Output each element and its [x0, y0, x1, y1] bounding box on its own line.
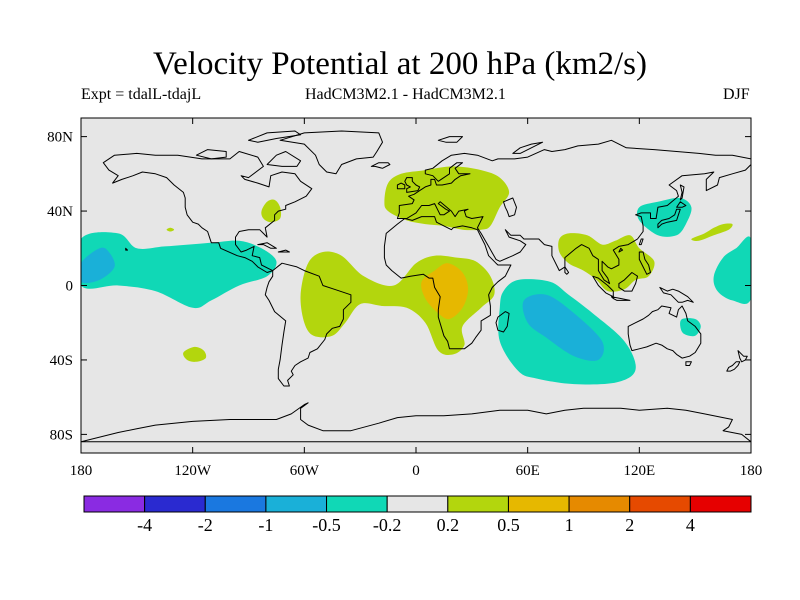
coastline-novaya-zemlya [512, 141, 544, 154]
coastline-borneo [618, 272, 638, 292]
colorbar-label: -4 [137, 515, 152, 535]
colorbar-swatch [144, 495, 206, 513]
region-central-pacific-positive [166, 227, 175, 232]
region-australia-negative [680, 318, 701, 337]
coastline-japan [657, 208, 681, 229]
coastline-madagascar [495, 311, 510, 333]
coastline-sumatra [592, 275, 614, 298]
coastline-hispaniola [277, 249, 290, 253]
colorbar-swatch [689, 495, 752, 513]
y-tick-label: 80N [47, 130, 73, 146]
coastline-ellesmere [248, 130, 302, 143]
colorbar-swatch [326, 495, 388, 513]
colorbar-label: -0.5 [312, 515, 341, 535]
coastline-java [610, 296, 631, 301]
coastline-new-guinea [659, 286, 694, 303]
coastline-hawaii [125, 247, 128, 251]
chart-title: Velocity Potential at 200 hPa (km2/s) [152, 46, 648, 82]
region-east-asia-positive [558, 233, 655, 292]
region-tropical-pacific-strong-negative [81, 247, 115, 284]
colorbar-label: -2 [198, 515, 213, 535]
axis-ticks: 180 120W 60W 0 60E 120E 180 80N 40N 0 40S 80S [47, 118, 762, 479]
coastline-australia [627, 305, 702, 359]
coastline-north-america [102, 151, 313, 273]
colorbar: -4 -2 -1 -0.5 -0.2 0.2 0.5 1 2 4 [83, 495, 752, 535]
experiment-label: Expt = tdalL-tdajL [81, 86, 202, 103]
x-tick-label: 180 [740, 463, 763, 479]
coastline-baffin [266, 151, 302, 167]
coastline-ireland [396, 182, 406, 190]
season-label: DJF [723, 86, 750, 103]
coastline-sri-lanka [564, 266, 570, 275]
x-tick-label: 60W [290, 463, 320, 479]
colorbar-swatch [447, 495, 509, 513]
coastline-hainan [618, 247, 624, 253]
x-tick-label: 60E [516, 463, 540, 479]
colorbar-swatch [204, 495, 267, 513]
region-pacific-positive [183, 346, 207, 362]
coastline-philippines [638, 251, 651, 275]
region-north-america-positive [261, 199, 282, 223]
colorbar-swatch [507, 495, 570, 513]
coastline-caspian [503, 197, 517, 218]
region-africa-strong-positive [421, 263, 469, 320]
colorbar-label: 1 [565, 515, 574, 535]
coastline-hokkaido [676, 201, 687, 208]
coastlines [81, 130, 751, 443]
coastline-sakhalin [679, 184, 685, 201]
x-tick-label: 120E [623, 463, 655, 479]
coastline-svalbard [437, 136, 463, 143]
y-tick-label: 80S [50, 427, 73, 443]
coastline-cuba [257, 242, 277, 249]
coastline-victoria-island [195, 149, 227, 160]
colorbar-label: -0.2 [373, 515, 402, 535]
coastline-africa [383, 216, 512, 350]
region-west-pacific-negative [713, 236, 751, 304]
region-indian-ocean-strong-negative [522, 294, 604, 361]
y-tick-label: 40S [50, 353, 73, 369]
colorbar-swatch [265, 495, 328, 513]
y-tick-label: 0 [66, 279, 74, 295]
coastline-great-britain [404, 177, 421, 193]
x-tick-label: 0 [412, 463, 420, 479]
x-tick-label: 120W [174, 463, 212, 479]
y-tick-label: 40N [47, 204, 73, 220]
colorbar-label: -1 [258, 515, 273, 535]
coastline-antarctica [81, 402, 751, 443]
coastline-greenland [279, 130, 383, 175]
coastline-iceland [370, 162, 391, 169]
model-label: HadCM3M2.1 - HadCM3M2.1 [305, 86, 506, 103]
colorbar-label: 2 [625, 515, 634, 535]
colorbar-swatch [568, 495, 631, 513]
colorbar-swatch [386, 495, 449, 513]
coastline-tasmania [685, 361, 692, 366]
region-eurasia-positive [384, 166, 510, 231]
colorbar-label: 0.2 [437, 515, 460, 535]
x-tick-label: 180 [70, 463, 93, 479]
colorbar-swatch [629, 495, 691, 513]
colorbar-swatch [83, 495, 146, 513]
coastline-taiwan [638, 238, 644, 246]
colorbar-label: 0.5 [497, 515, 520, 535]
colorbar-label: 4 [686, 515, 695, 535]
coastline-south-america [264, 262, 352, 387]
coastline-eurasia [396, 139, 751, 285]
coastline-new-zealand-s [726, 361, 741, 372]
region-northwest-pacific-positive [691, 223, 733, 241]
